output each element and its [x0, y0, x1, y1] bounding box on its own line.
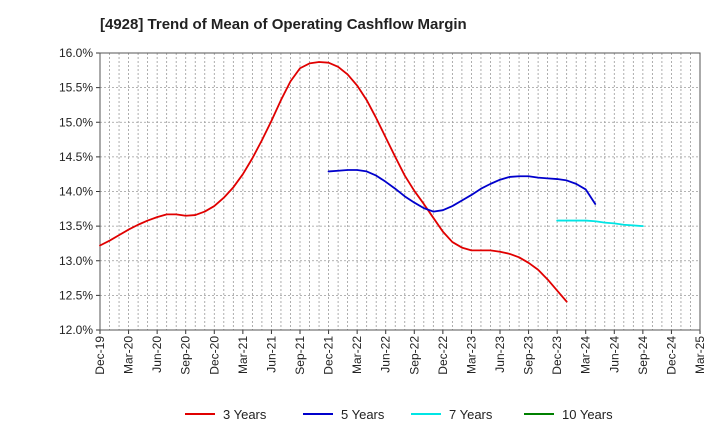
axes: 12.0% 12.5% 13.0% 13.5% 14.0% 14.5% 15.0% 15.5%…: [59, 46, 707, 375]
legend-label-3-years: 3 Years: [223, 407, 267, 422]
x-tick-label: Mar-20: [122, 336, 136, 374]
y-tick-label: 13.5%: [59, 219, 93, 233]
x-tick-label: Dec-19: [93, 336, 107, 375]
x-tick-label: Sep-20: [179, 336, 193, 375]
plot-frame: [99, 52, 701, 331]
x-tick-label: Jun-22: [379, 336, 393, 373]
chart-title: [4928] Trend of Mean of Operating Cashfl…: [100, 16, 467, 33]
y-tick-label: 12.5%: [59, 288, 93, 302]
series-line-3-years: [99, 61, 568, 303]
x-tick-label: Dec-23: [550, 336, 564, 375]
x-tick-label: Jun-24: [607, 336, 621, 373]
x-tick-label: Mar-25: [693, 336, 707, 374]
x-tick-label: Dec-20: [207, 336, 221, 375]
x-tick-label: Jun-21: [264, 336, 278, 373]
series-line-5-years: [327, 169, 597, 213]
legend-label-7-years: 7 Years: [449, 407, 493, 422]
series-layer: [99, 61, 644, 303]
x-tick-label: Mar-24: [579, 336, 593, 374]
series-line-7-years: [556, 219, 644, 228]
x-tick-label: Dec-21: [322, 336, 336, 375]
legend-label-10-years: 10 Years: [562, 407, 613, 422]
y-tick-label: 14.5%: [59, 150, 93, 164]
legend: 3 Years 5 Years 7 Years 10 Years: [185, 407, 613, 422]
x-tick-label: Mar-22: [350, 336, 364, 374]
x-tick-label: Jun-23: [493, 336, 507, 373]
x-tick-label: Dec-24: [664, 336, 678, 375]
x-tick-label: Sep-22: [407, 336, 421, 375]
y-tick-label: 14.0%: [59, 185, 93, 199]
x-tick-label: Sep-21: [293, 336, 307, 375]
x-tick-label: Mar-23: [464, 336, 478, 374]
x-tick-label: Dec-22: [436, 336, 450, 375]
x-tick-label: Sep-23: [522, 336, 536, 375]
x-tick-label: Mar-21: [236, 336, 250, 374]
x-tick-label: Jun-20: [150, 336, 164, 373]
legend-label-5-years: 5 Years: [341, 407, 385, 422]
y-tick-label: 16.0%: [59, 46, 93, 60]
y-tick-label: 12.0%: [59, 323, 93, 337]
y-tick-label: 13.0%: [59, 254, 93, 268]
y-tick-label: 15.5%: [59, 81, 93, 95]
x-tick-label: Sep-24: [636, 336, 650, 375]
y-tick-label: 15.0%: [59, 115, 93, 129]
